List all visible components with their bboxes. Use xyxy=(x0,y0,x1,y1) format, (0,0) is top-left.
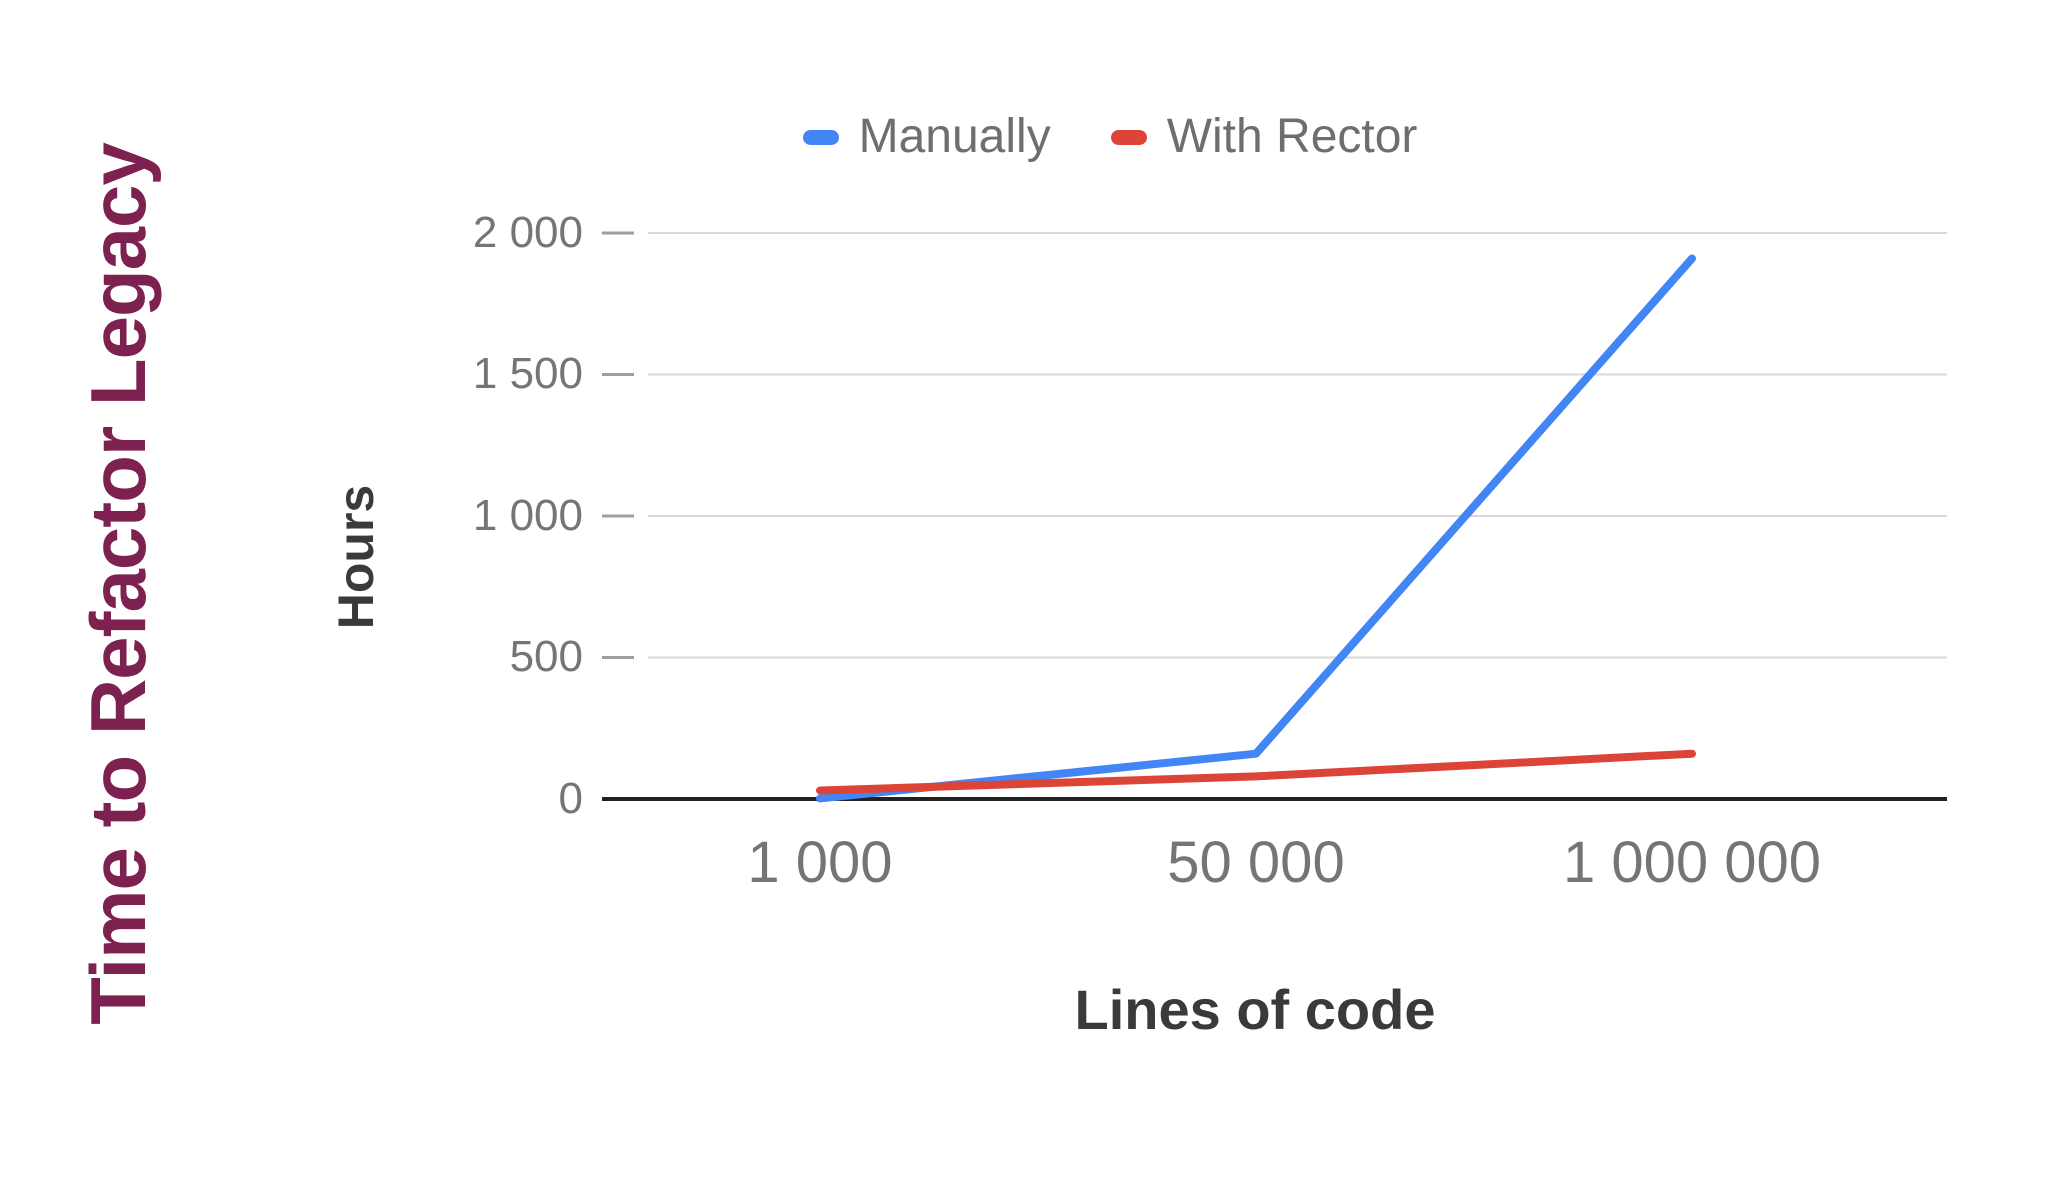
y-tick-label-1000: 1 000 xyxy=(472,491,583,540)
legend-item-with-rector: With Rector xyxy=(1110,105,1418,169)
legend-label-manually: Manually xyxy=(858,110,1051,163)
y-tick-label-0: 0 xyxy=(558,774,583,823)
x-tick-label-1000: 1 000 xyxy=(747,830,893,895)
series-line-with-rector xyxy=(816,749,1696,795)
x-axis-title: Lines of code xyxy=(1074,978,1436,1041)
y-tick-label-500: 500 xyxy=(509,632,583,681)
y-tick-label-1500: 1 500 xyxy=(472,349,583,398)
x-tick-label-50000: 50 000 xyxy=(1167,830,1345,895)
x-tick-label-1000000: 1 000 000 xyxy=(1562,830,1822,895)
y-tick-label-2000: 2 000 xyxy=(472,208,583,257)
chart-legend: Manually With Rector xyxy=(640,105,1580,169)
manually-series-swatch-icon xyxy=(802,129,839,145)
with-rector-series-swatch-icon xyxy=(1110,129,1147,145)
line-chart-canvas xyxy=(602,231,1947,803)
legend-label-with-rector: With Rector xyxy=(1166,110,1418,163)
y-axis-title: Hours xyxy=(328,484,384,630)
series-line-manually xyxy=(816,254,1696,803)
legend-item-manually: Manually xyxy=(802,105,1051,169)
